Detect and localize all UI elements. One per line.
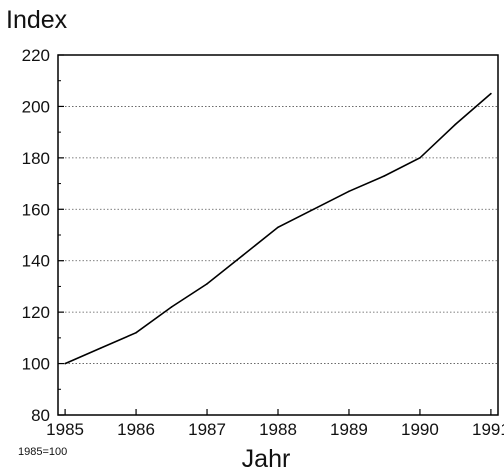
- x-axis-title: Jahr: [242, 445, 291, 473]
- x-tick-label: 1990: [401, 420, 439, 439]
- y-tick-label: 160: [22, 200, 50, 219]
- base-note: 1985=100: [18, 446, 67, 458]
- data-point: [135, 331, 137, 334]
- y-tick-labels: 80 100 120 140 160 180 200 220: [22, 46, 50, 425]
- data-point: [383, 175, 386, 177]
- data-point: [241, 254, 244, 257]
- gridlines: [58, 106, 498, 364]
- axis-ticks: [58, 54, 492, 416]
- x-tick-label: 1989: [330, 420, 368, 439]
- y-tick-label: 140: [22, 252, 50, 271]
- data-points: [64, 92, 492, 365]
- data-point: [419, 157, 421, 159]
- y-axis-title: Index: [6, 6, 68, 34]
- y-tick-label: 120: [22, 303, 50, 322]
- x-tick-label: 1985: [46, 420, 84, 439]
- data-point: [348, 190, 350, 193]
- data-point: [312, 208, 315, 211]
- data-point: [64, 362, 66, 365]
- x-tick-label: 1988: [259, 420, 297, 439]
- x-tick-label: 1987: [188, 420, 226, 439]
- plot-frame: [57, 54, 499, 416]
- data-point: [170, 306, 173, 308]
- data-point: [454, 123, 457, 126]
- data-point: [277, 226, 279, 229]
- data-point: [490, 92, 492, 95]
- y-tick-label: 200: [22, 97, 50, 116]
- series-line: [64, 92, 492, 365]
- x-tick-label: 1986: [117, 420, 155, 439]
- y-tick-label: 180: [22, 149, 50, 168]
- y-tick-label: 100: [22, 355, 50, 374]
- y-tick-label: 220: [22, 46, 50, 65]
- data-point: [99, 347, 102, 349]
- y-tick-label: 80: [31, 406, 50, 425]
- data-point: [206, 283, 208, 285]
